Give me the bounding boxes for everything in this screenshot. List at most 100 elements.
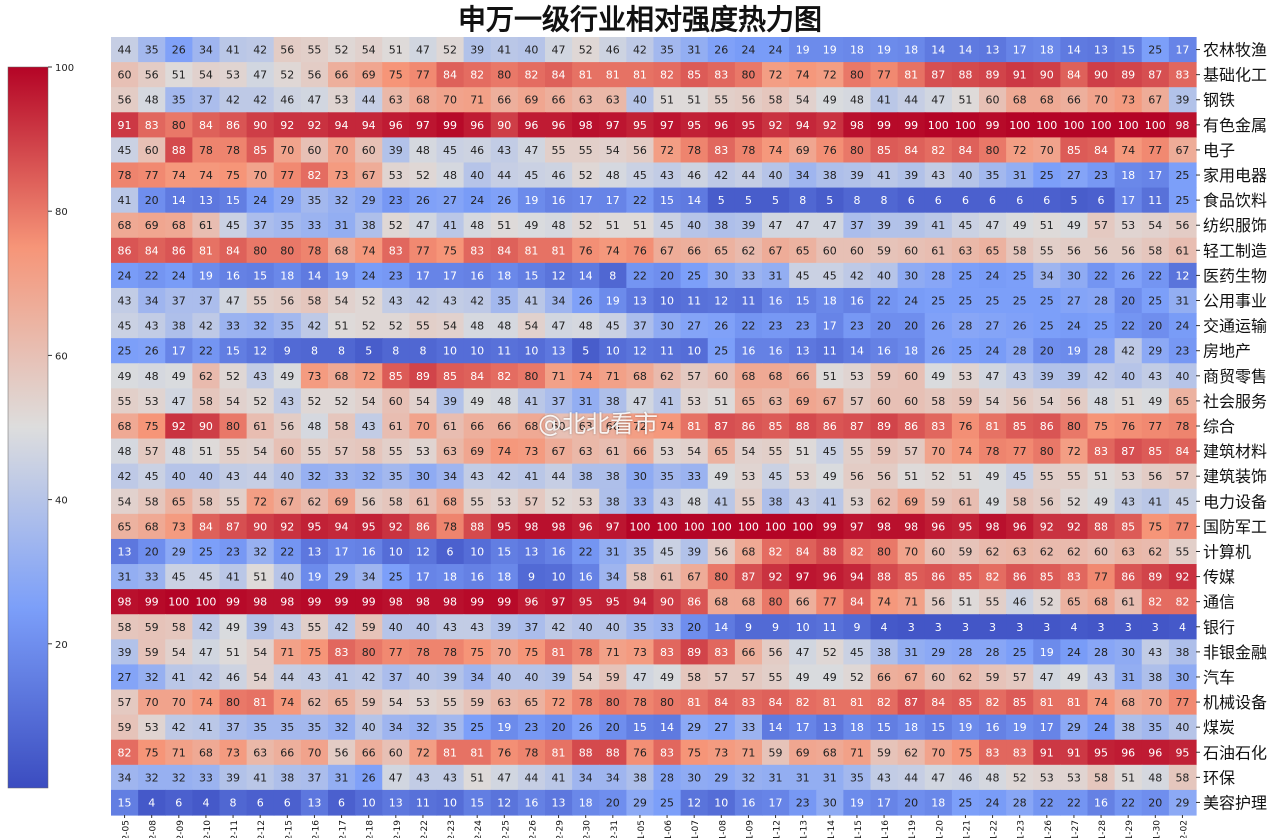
cell-value-label: 45 bbox=[769, 470, 783, 483]
heatmap-cell bbox=[1114, 262, 1143, 289]
heatmap-cell bbox=[843, 564, 872, 590]
heatmap-cell bbox=[463, 463, 492, 490]
cell-value-label: 77 bbox=[280, 169, 294, 182]
cell-value-label: 13 bbox=[552, 796, 566, 809]
cell-value-label: 63 bbox=[389, 94, 403, 107]
heatmap-cell bbox=[111, 137, 139, 164]
heatmap-cell bbox=[1006, 564, 1034, 590]
cell-value-label: 58 bbox=[362, 445, 376, 458]
cell-value-label: 87 bbox=[226, 520, 240, 533]
cell-value-label: 74 bbox=[769, 144, 783, 157]
cell-value-label: 16 bbox=[769, 345, 783, 358]
heatmap-cell bbox=[355, 62, 383, 88]
heatmap-cell bbox=[599, 87, 627, 113]
heatmap-cell bbox=[1114, 564, 1143, 590]
cell-value-label: 77 bbox=[1175, 696, 1189, 709]
heatmap-cell bbox=[762, 187, 790, 214]
cell-value-label: 38 bbox=[280, 771, 294, 784]
heatmap-cell bbox=[273, 538, 302, 565]
heatmap-cell bbox=[165, 764, 193, 791]
cell-value-label: 47 bbox=[416, 219, 430, 232]
cell-value-label: 78 bbox=[524, 746, 538, 759]
heatmap-cell bbox=[870, 237, 899, 264]
cell-value-label: 53 bbox=[1067, 771, 1081, 784]
cell-value-label: 18 bbox=[280, 269, 294, 282]
heatmap-cell bbox=[436, 589, 465, 615]
cell-value-label: 3 bbox=[1016, 621, 1023, 634]
cell-value-label: 75 bbox=[226, 169, 240, 182]
heatmap-cell bbox=[653, 112, 682, 138]
heatmap-cell bbox=[924, 764, 953, 791]
heatmap-cell bbox=[300, 513, 329, 540]
heatmap-cell bbox=[599, 338, 627, 364]
heatmap-cell bbox=[897, 62, 926, 88]
heatmap-cell bbox=[762, 614, 790, 640]
heatmap-cell bbox=[870, 287, 899, 314]
heatmap-cell bbox=[382, 739, 410, 766]
heatmap-cell bbox=[1006, 714, 1034, 741]
cell-value-label: 84 bbox=[1094, 144, 1108, 157]
cell-value-label: 43 bbox=[145, 320, 159, 333]
cell-value-label: 94 bbox=[633, 596, 647, 609]
heatmap-cell bbox=[1087, 313, 1116, 339]
heatmap-cell bbox=[680, 664, 709, 691]
heatmap-cell bbox=[409, 363, 438, 389]
heatmap-cell bbox=[1141, 488, 1170, 515]
heatmap-cell bbox=[355, 212, 383, 239]
cell-value-label: 58 bbox=[633, 571, 647, 584]
heatmap-cell bbox=[1114, 87, 1143, 113]
cell-value-label: 99 bbox=[823, 520, 837, 533]
heatmap-cell bbox=[463, 789, 492, 816]
heatmap-cell bbox=[572, 212, 600, 239]
heatmap-cell bbox=[165, 363, 193, 389]
heatmap-cell bbox=[273, 388, 302, 415]
heatmap-cell bbox=[1087, 538, 1116, 565]
cell-value-label: 15 bbox=[470, 796, 484, 809]
cell-value-label: 67 bbox=[687, 571, 701, 584]
heatmap-cell bbox=[626, 764, 655, 791]
cell-value-label: 15 bbox=[524, 269, 538, 282]
heatmap-cell bbox=[1141, 538, 1170, 565]
cell-value-label: 43 bbox=[443, 621, 457, 634]
cell-value-label: 53 bbox=[145, 395, 159, 408]
cell-value-label: 23 bbox=[524, 721, 538, 734]
heatmap-cell bbox=[572, 538, 600, 565]
cell-value-label: 29 bbox=[1067, 721, 1081, 734]
heatmap-cell bbox=[409, 62, 438, 88]
heatmap-cell bbox=[300, 614, 329, 640]
cell-value-label: 60 bbox=[714, 370, 728, 383]
cell-value-label: 42 bbox=[1094, 370, 1108, 383]
cell-value-label: 39 bbox=[687, 545, 701, 558]
cell-value-label: 34 bbox=[118, 771, 132, 784]
cell-value-label: 56 bbox=[633, 144, 647, 157]
cell-value-label: 26 bbox=[579, 721, 593, 734]
heatmap-cell bbox=[436, 513, 465, 540]
cell-value-label: 40 bbox=[416, 621, 430, 634]
cell-value-label: 15 bbox=[633, 721, 647, 734]
heatmap-cell bbox=[1006, 513, 1034, 540]
heatmap-cell bbox=[1114, 388, 1143, 415]
heatmap-cell bbox=[192, 614, 221, 640]
heatmap-cell bbox=[1141, 589, 1170, 615]
y-tick-label: 房地产 bbox=[1203, 342, 1251, 361]
cell-value-label: 98 bbox=[986, 520, 1000, 533]
cell-value-label: 20 bbox=[1121, 295, 1135, 308]
heatmap-cell bbox=[463, 363, 492, 389]
heatmap-cell bbox=[897, 212, 926, 239]
cell-value-label: 55 bbox=[986, 596, 1000, 609]
heatmap-cell bbox=[138, 37, 166, 63]
heatmap-cell bbox=[707, 739, 736, 766]
heatmap-cell bbox=[138, 664, 166, 691]
cell-value-label: 48 bbox=[416, 144, 430, 157]
cell-value-label: 25 bbox=[687, 269, 701, 282]
heatmap-cell bbox=[789, 764, 817, 791]
cell-value-label: 60 bbox=[307, 144, 321, 157]
cell-value-label: 100 bbox=[738, 520, 759, 533]
heatmap-cell bbox=[463, 212, 492, 239]
heatmap-cell bbox=[246, 564, 275, 590]
cell-value-label: 75 bbox=[145, 746, 159, 759]
heatmap-cell bbox=[762, 262, 790, 289]
cell-value-label: 51 bbox=[958, 94, 972, 107]
heatmap-cell bbox=[626, 463, 655, 490]
cell-value-label: 78 bbox=[199, 144, 213, 157]
